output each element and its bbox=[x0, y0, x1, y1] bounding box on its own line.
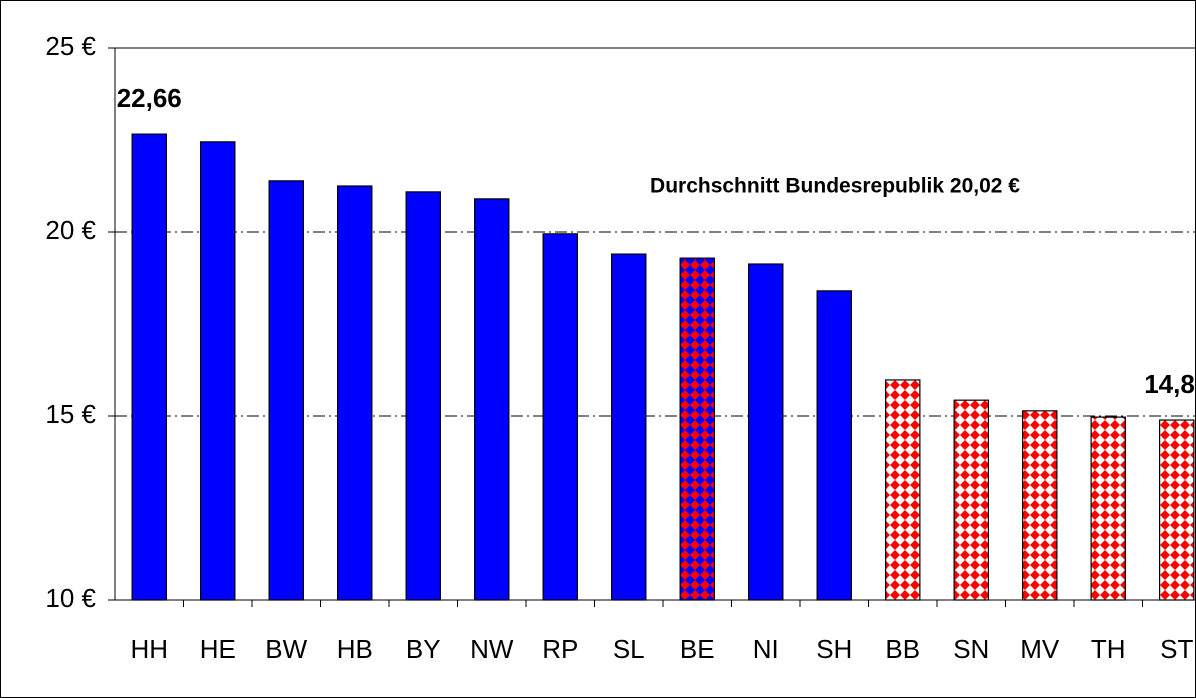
bar bbox=[1090, 416, 1126, 601]
x-tick-label: SN bbox=[953, 634, 989, 664]
bar bbox=[611, 253, 647, 601]
bar bbox=[474, 198, 510, 601]
x-tick-label: SL bbox=[613, 634, 645, 664]
y-tick-label: 15 € bbox=[45, 399, 96, 429]
bar bbox=[885, 379, 921, 601]
bar bbox=[679, 257, 715, 601]
bar bbox=[816, 290, 852, 601]
y-tick-label: 10 € bbox=[45, 583, 96, 613]
x-tick-label: HE bbox=[200, 634, 236, 664]
bar bbox=[1022, 410, 1058, 601]
bar bbox=[131, 133, 167, 601]
x-tick-label: TH bbox=[1091, 634, 1126, 664]
y-tick-label: 20 € bbox=[45, 215, 96, 245]
x-tick-label: SH bbox=[816, 634, 852, 664]
bar bbox=[337, 185, 373, 601]
y-tick-label: 25 € bbox=[45, 31, 96, 61]
x-tick-label: BW bbox=[265, 634, 307, 664]
bar bbox=[1159, 419, 1195, 601]
x-tick-label: HH bbox=[130, 634, 168, 664]
x-tick-label: BB bbox=[885, 634, 920, 664]
x-tick-label: BE bbox=[680, 634, 715, 664]
bar bbox=[953, 399, 989, 601]
x-tick-label: ST bbox=[1160, 634, 1193, 664]
x-tick-label: BY bbox=[406, 634, 441, 664]
x-tick-label: NI bbox=[753, 634, 779, 664]
x-tick-label: HB bbox=[337, 634, 373, 664]
x-tick-label: RP bbox=[542, 634, 578, 664]
x-tick-label: NW bbox=[470, 634, 514, 664]
value-label: 22,66 bbox=[117, 83, 182, 113]
bar bbox=[405, 191, 441, 601]
bar bbox=[200, 141, 236, 601]
bar bbox=[542, 233, 578, 601]
value-label: 14,89 bbox=[1144, 369, 1196, 399]
bar bbox=[748, 263, 784, 601]
bar bbox=[268, 180, 304, 601]
x-tick-label: MV bbox=[1020, 634, 1060, 664]
annotation: Durchschnitt Bundesrepublik 20,02 € bbox=[650, 175, 1020, 198]
